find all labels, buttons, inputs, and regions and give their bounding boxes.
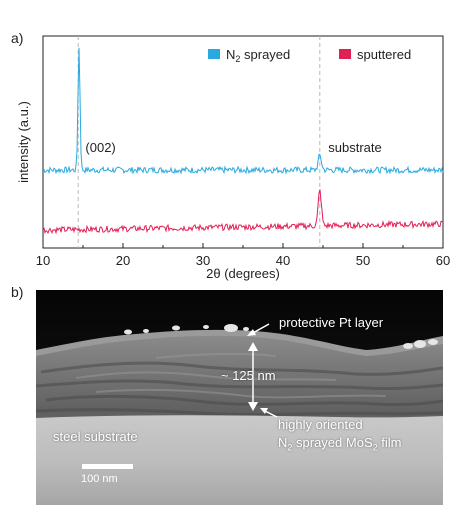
thickness-arrow-head-bottom xyxy=(248,402,258,411)
tem-micrograph: protective Pt layer ~ 125 nm highly orie… xyxy=(36,290,443,505)
x-tick-label-10: 10 xyxy=(36,253,50,268)
label-pt-layer: protective Pt layer xyxy=(279,315,384,330)
tem-image xyxy=(36,290,443,505)
y-axis-label: intensity (a.u.) xyxy=(16,101,31,183)
panel-label-a: a) xyxy=(11,30,24,46)
annotation-substrate: substrate xyxy=(328,140,381,155)
thickness-arrow-head-top xyxy=(248,342,258,351)
tem-steel-substrate xyxy=(36,415,443,505)
scale-bar xyxy=(82,464,133,469)
label-steel-substrate: steel substrate xyxy=(53,429,138,444)
label-thickness: ~ 125 nm xyxy=(221,368,276,383)
x-tick-label-30: 30 xyxy=(196,253,210,268)
legend-swatch-sputtered xyxy=(339,49,351,59)
scale-bar-label: 100 nm xyxy=(81,473,118,485)
x-tick-label-60: 60 xyxy=(436,253,450,268)
series-line-n2-sprayed xyxy=(42,47,444,175)
x-tick-label-40: 40 xyxy=(276,253,290,268)
tem-film-lamellae xyxy=(36,361,443,417)
x-tick-label-20: 20 xyxy=(116,253,130,268)
xrd-chart: 10 20 30 40 50 60 2θ (degrees) intensity (a.u.)… xyxy=(16,35,450,281)
label-film-line2: N2 sprayed MoS2 film xyxy=(278,435,402,453)
pt-pointer-head xyxy=(247,329,256,336)
panel-label-b: b) xyxy=(11,284,24,300)
series-line-sputtered xyxy=(42,189,444,235)
film-pointer-head xyxy=(260,408,268,414)
legend-swatch-n2-sprayed xyxy=(208,49,220,59)
legend-label-sputtered: sputtered xyxy=(357,47,411,62)
x-tick-label-50: 50 xyxy=(356,253,370,268)
tem-pt-particles xyxy=(124,324,438,349)
legend-label-n2-sprayed: N2 sprayed xyxy=(226,47,290,64)
tem-film-highlights xyxy=(75,352,387,399)
label-film-line1: highly oriented xyxy=(278,417,363,432)
x-axis-label: 2θ (degrees) xyxy=(206,266,280,281)
annotation-002: (002) xyxy=(85,140,115,155)
film-pointer-line xyxy=(264,410,278,418)
